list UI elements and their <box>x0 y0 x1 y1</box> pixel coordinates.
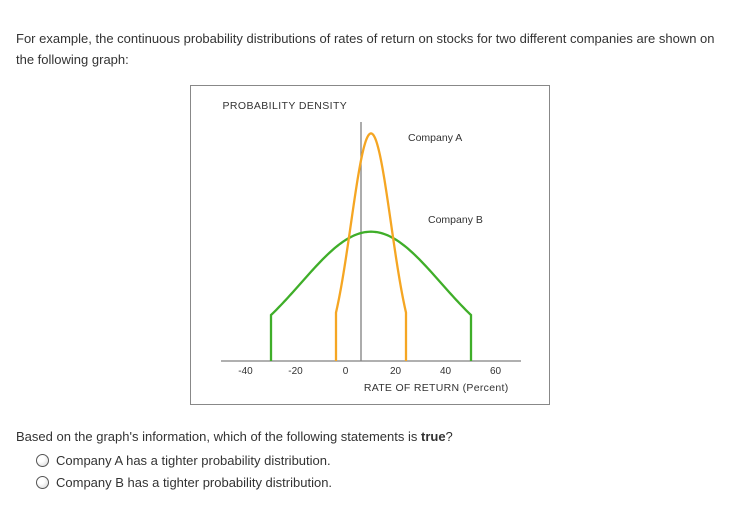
x-tick-label: -40 <box>238 366 252 377</box>
company-a-label: Company A <box>408 132 462 144</box>
company-b-label: Company B <box>428 214 483 226</box>
x-tick-label: 40 <box>440 366 451 377</box>
x-axis-label: RATE OF RETURN (Percent) <box>221 382 521 394</box>
chart-frame: PROBABILITY DENSITY Company A Company B … <box>190 85 550 405</box>
x-tick-label: 60 <box>490 366 501 377</box>
radio-icon <box>36 454 49 467</box>
x-tick-label: -20 <box>288 366 302 377</box>
x-tick-label: 20 <box>390 366 401 377</box>
question-suffix: ? <box>446 429 453 444</box>
options-group: Company A has a tighter probability dist… <box>16 450 723 494</box>
plot-area <box>221 122 521 362</box>
question-text: Based on the graph's information, which … <box>16 429 723 444</box>
company-a-curve <box>336 133 406 361</box>
option-a[interactable]: Company A has a tighter probability dist… <box>36 450 723 472</box>
x-axis-ticks: -40 -20 0 20 40 60 <box>221 366 521 380</box>
question-bold: true <box>421 429 446 444</box>
company-b-curve <box>271 231 471 360</box>
y-axis-label: PROBABILITY DENSITY <box>223 100 348 112</box>
question-prefix: Based on the graph's information, which … <box>16 429 421 444</box>
option-a-label: Company A has a tighter probability dist… <box>56 450 331 472</box>
intro-text: For example, the continuous probability … <box>16 29 723 71</box>
option-b[interactable]: Company B has a tighter probability dist… <box>36 472 723 494</box>
radio-icon <box>36 476 49 489</box>
x-tick-label: 0 <box>343 366 349 377</box>
option-b-label: Company B has a tighter probability dist… <box>56 472 332 494</box>
